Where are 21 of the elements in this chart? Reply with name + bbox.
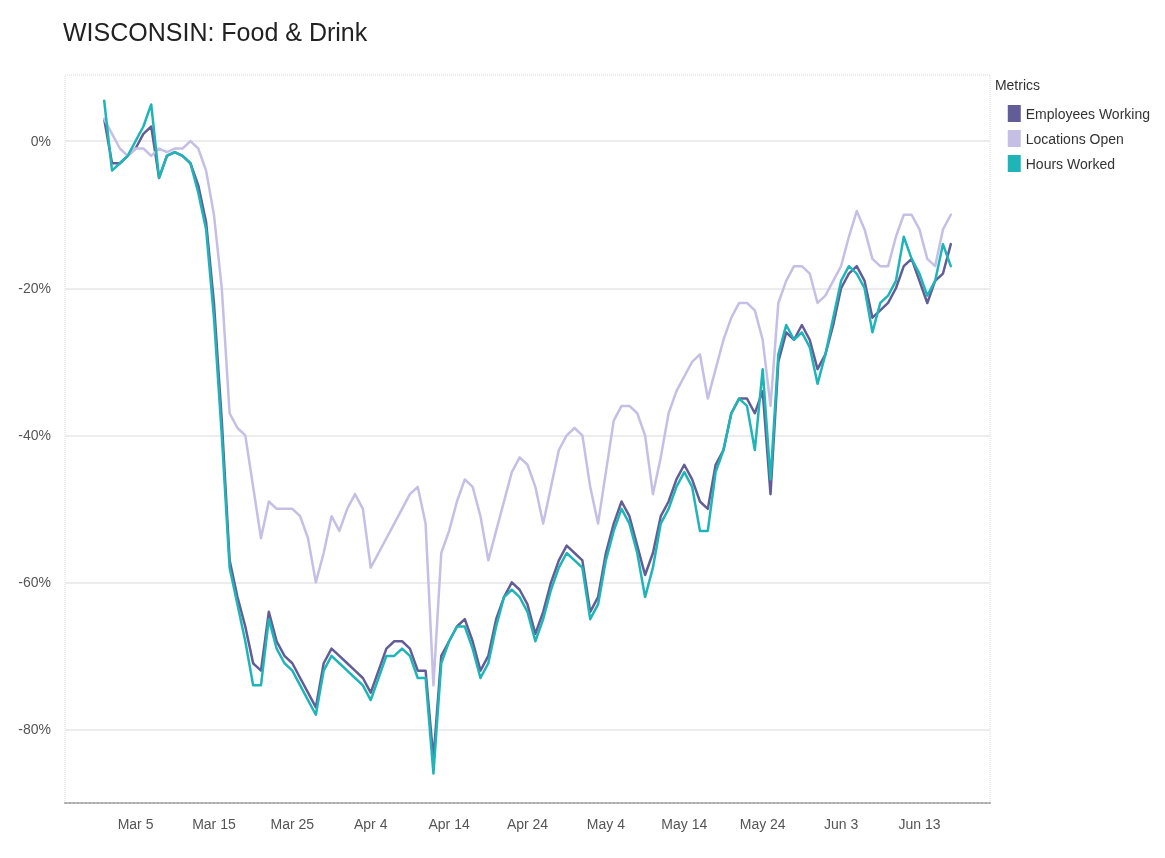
y-tick-label: -60% [18,574,51,591]
y-tick-label: 0% [30,133,51,150]
x-tick-label: May 4 [586,816,626,832]
y-tick-label: -80% [18,721,51,738]
legend-label: Locations Open [1025,130,1124,147]
x-tick-label: Jun 3 [823,816,859,832]
x-tick-label: Mar 15 [192,816,236,832]
x-tick-label: Apr 4 [353,816,388,832]
legend-label: Employees Working [1025,105,1151,122]
x-tick-label: May 24 [739,816,786,832]
y-tick-label: -20% [18,280,51,297]
x-tick-label: May 14 [661,816,708,832]
legend-title: Metrics [994,77,1041,93]
x-tick-label: Mar 5 [117,816,154,832]
y-tick-label: -40% [18,427,51,444]
legend-label: Hours Worked [1025,155,1115,172]
x-tick-label: Apr 14 [428,816,470,832]
chart-title: WISCONSIN: Food & Drink [63,17,368,46]
x-tick-label: Apr 24 [506,816,549,832]
x-tick-label: Mar 25 [270,816,315,832]
x-tick-label: Jun 13 [898,816,941,832]
